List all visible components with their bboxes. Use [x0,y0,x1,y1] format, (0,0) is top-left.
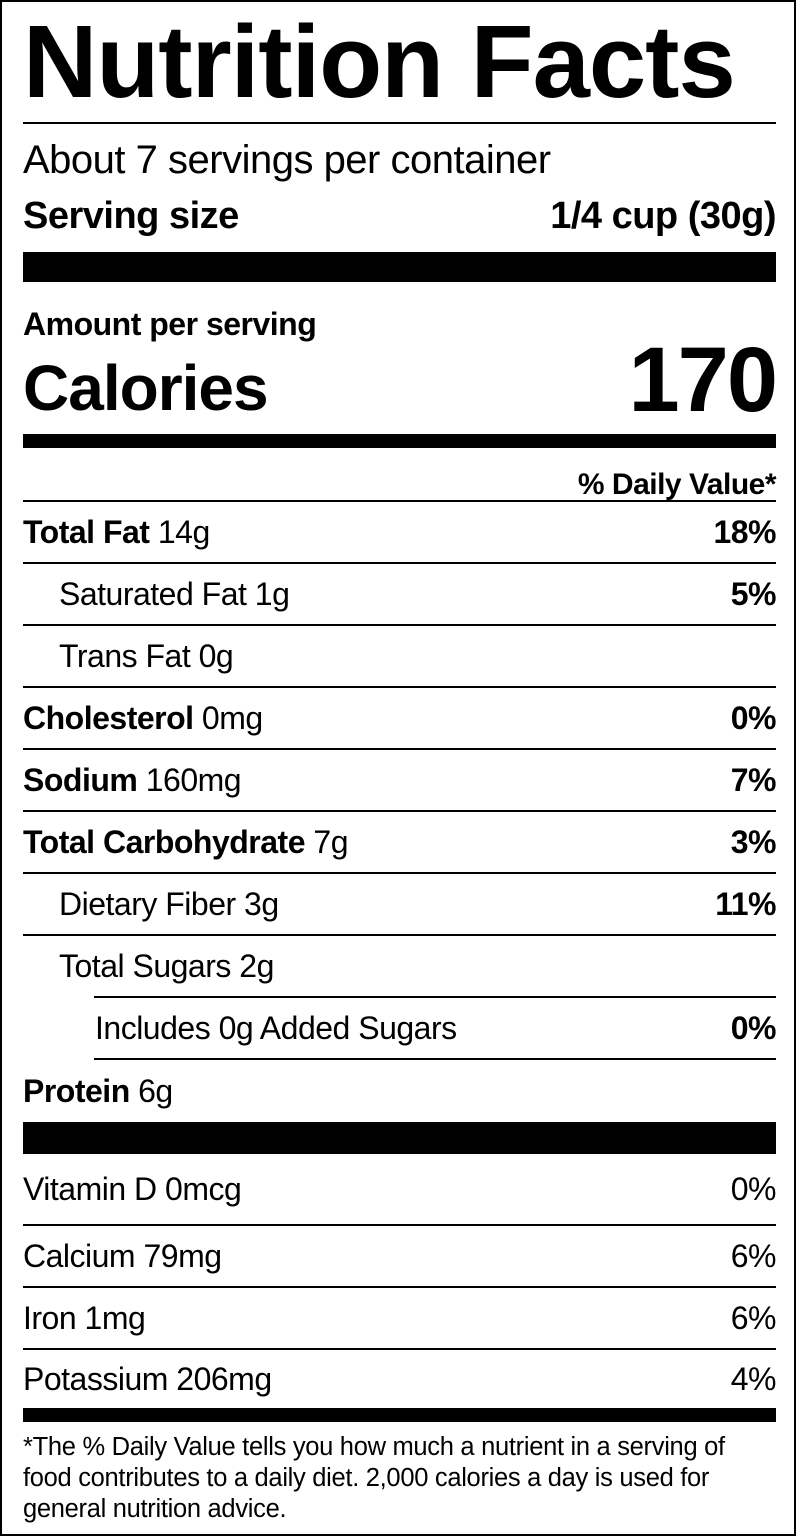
vitamin-name: Calcium [23,1237,136,1274]
thick-divider [23,1122,776,1154]
vitamin-dv: 6% [730,1299,777,1336]
nutrient-amount: 7g [313,823,348,860]
nutrient-amount: 14g [157,513,210,550]
nutrient-name: Trans Fat [59,637,191,674]
vitamin-row-calcium: Calcium 79mg 6% [23,1226,777,1288]
nutrient-row-total-fat: Total Fat 14g 18% [23,502,776,564]
vitamin-amount: 206mg [176,1360,272,1397]
nutrient-row-trans-fat: Trans Fat 0g [23,626,776,688]
nutrient-amount: 6g [138,1072,173,1109]
nutrient-amount: 160mg [145,761,242,798]
serving-size-row: Serving size 1/4 cup (30g) [23,184,776,252]
nutrient-name: Sodium [23,761,138,798]
nutrient-row-total-sugars: Total Sugars 2g [23,936,776,996]
label-content: Nutrition Facts About 7 servings per con… [23,2,778,1525]
vitamin-row-vitamin-d: Vitamin D 0mcg 0% [23,1154,777,1226]
nutrient-amount: 2g [239,947,274,984]
serving-size-value: 1/4 cup (30g) [550,195,776,237]
calories-label: Calories [23,352,269,424]
vitamin-name: Vitamin D [23,1170,157,1207]
nutrient-dv: 3% [730,823,777,860]
vitamin-amount: 1mg [84,1299,146,1336]
nutrient-row-protein: Protein 6g [23,1060,776,1122]
added-sugars-wrap: Includes 0g Added Sugars 0% [94,996,777,1060]
nutrient-row-dietary-fiber: Dietary Fiber 3g 11% [23,874,776,936]
vitamin-dv: 6% [730,1237,777,1274]
nutrient-amount: 1g [254,575,290,612]
vitamin-row-potassium: Potassium 206mg 4% [23,1350,777,1408]
daily-value-header: % Daily Value* [23,448,777,502]
label-title: Nutrition Facts [23,2,776,124]
vitamin-row-iron: Iron 1mg 6% [23,1288,777,1350]
nutrient-row-total-carbohydrate: Total Carbohydrate 7g 3% [23,812,777,874]
nutrient-dv: 0% [730,699,777,736]
vitamin-dv: 0% [730,1170,777,1207]
nutrient-dv: 7% [730,761,777,798]
vitamin-name: Potassium [23,1360,168,1397]
calories-value: 170 [628,329,778,431]
nutrient-dv: 18% [713,513,776,550]
nutrient-row-sodium: Sodium 160mg 7% [23,750,777,812]
nutrient-name: Includes 0g Added Sugars [95,1009,457,1046]
servings-per-container: About 7 servings per container [23,138,551,182]
nutrient-name: Protein [23,1072,130,1109]
nutrient-name: Total Carbohydrate [23,823,306,860]
nutrient-name: Cholesterol [23,699,194,736]
vitamin-dv: 4% [730,1360,777,1397]
nutrient-dv: 11% [715,885,776,922]
nutrient-row-saturated-fat: Saturated Fat 1g 5% [23,564,777,626]
medium-divider [23,1408,776,1422]
nutrient-amount: 0mg [201,699,263,736]
nutrient-row-cholesterol: Cholesterol 0mg 0% [23,688,777,750]
nutrient-name: Dietary Fiber [59,885,236,922]
nutrient-dv: 5% [730,575,777,612]
nutrient-amount: 3g [244,885,279,922]
serving-size-label: Serving size [23,195,239,237]
nutrient-name: Total Sugars [59,947,231,984]
medium-divider [23,434,776,448]
nutrient-dv: 0% [730,1009,777,1046]
footnote: *The % Daily Value tells you how much a … [23,1433,725,1523]
nutrient-row-added-sugars: Includes 0g Added Sugars 0% [94,998,777,1060]
nutrient-amount: 0g [198,637,234,674]
thick-divider [23,252,776,282]
nutrient-name: Saturated Fat [59,575,247,612]
calories-row: Calories 170 [23,334,778,434]
vitamin-name: Iron [23,1299,77,1336]
vitamin-amount: 79mg [143,1237,222,1274]
nutrient-name: Total Fat [23,513,150,550]
vitamin-amount: 0mcg [165,1170,242,1207]
amount-per-serving: Amount per serving [23,306,317,342]
